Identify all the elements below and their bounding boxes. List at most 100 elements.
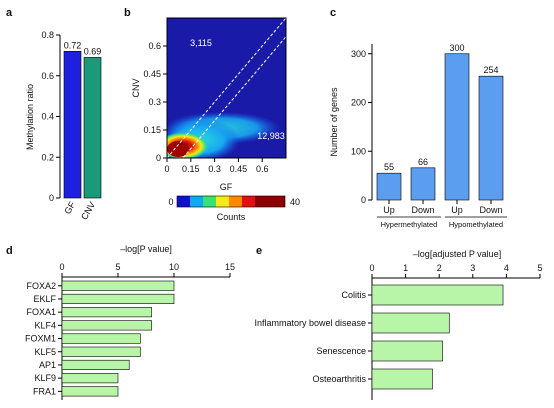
panel-d-bar (61, 280, 175, 291)
panel-c-bar (410, 167, 436, 201)
panel-c-value-label: 66 (418, 157, 428, 167)
colorbar-label: Counts (217, 212, 246, 222)
panel-c-bar (478, 75, 504, 201)
panel-e-bar (371, 340, 443, 362)
panel-d-xtick-label: 5 (115, 262, 120, 272)
panel-label-d: d (6, 245, 13, 257)
panel-d-category-label: FRA1 (33, 386, 56, 396)
panel-b-xlabel: GF (220, 182, 233, 192)
panel-d-bar (61, 307, 152, 318)
panel-c-category-label: Down (411, 205, 434, 215)
panel-e-bar (371, 368, 433, 390)
panel-a-ytick-label: 0 (49, 193, 54, 203)
panel-a-chart: 0 0.2 0.4 0.6 0.8 0.72 GF 0.69 CNV Methylation … (25, 30, 102, 221)
panel-d-category-label: KLF4 (34, 320, 56, 330)
panel-e-xtick-label: 0 (369, 263, 374, 273)
panel-a-ytick-label: 0.8 (41, 30, 54, 40)
panel-c-bar (376, 172, 402, 201)
panel-c-chart: 0 100 200 300 55 Up 66 Down 300 Up 254 Down Number… (329, 43, 507, 229)
panel-a-ytick-label: 0.2 (41, 152, 54, 162)
panel-b-xtick-label: 0 (164, 164, 169, 174)
panel-e-bar (371, 284, 504, 306)
diagonal-line (182, 36, 286, 158)
colorbar (176, 195, 286, 208)
panel-c-ytick-label: 200 (351, 98, 366, 108)
panel-a-value-label: 0.72 (64, 40, 82, 50)
panel-b-ytick-label: 0.15 (143, 125, 161, 135)
panel-d-bar (61, 373, 119, 384)
panel-c-category-label: Up (383, 205, 395, 215)
panel-label-a: a (6, 7, 13, 19)
panel-a-value-label: 0.69 (84, 46, 102, 56)
panel-d-category-label: KLF9 (34, 373, 56, 383)
panel-a-bar (63, 50, 82, 199)
panel-a-category-label: GF (62, 200, 77, 216)
group-label-hypermethylated: Hypermethylated (381, 220, 438, 229)
panel-c-value-label: 55 (384, 162, 394, 172)
panel-d-bar (61, 293, 175, 305)
panel-c-ytick-label: 0 (361, 195, 366, 205)
panel-a-ytick-label: 0.4 (41, 112, 54, 122)
panel-b-ytick-label: 0 (156, 153, 161, 163)
panel-d-bar (61, 386, 119, 397)
panel-d-category-label: AP1 (39, 360, 56, 370)
panel-d-bar (61, 333, 141, 344)
panel-e-bar (371, 312, 450, 334)
diagonal-lines (167, 18, 286, 158)
panel-d-xtick-label: 10 (169, 262, 179, 272)
panel-a-category-label: CNV (79, 200, 97, 221)
panel-a-ylabel: Methylation ratio (25, 84, 35, 150)
panel-b-xtick-label: 0.45 (230, 164, 248, 174)
panel-a-ytick-label: 0.6 (41, 71, 54, 81)
annotation-upper-count: 3,115 (190, 38, 212, 48)
panel-d-category-label: KLF5 (34, 347, 56, 357)
panel-b-xtick-label: 0.15 (182, 164, 200, 174)
panel-c-ytick-label: 300 (351, 49, 366, 59)
panel-b-heatmap: 0 0.15 0.3 0.45 0.6 0 0.15 0.3 0.45 0.6 3,115 12… (131, 17, 300, 222)
panel-d-xtick-label: 15 (225, 262, 235, 272)
panel-d-title: –log[P value] (120, 244, 172, 254)
panel-c-category-label: Down (479, 205, 502, 215)
panel-d-category-label: FOXA2 (26, 281, 56, 291)
panel-d-category-label: FOXA1 (26, 307, 56, 317)
panel-e-title: –log[adjusted P value] (413, 249, 501, 259)
panel-d-bar (61, 359, 130, 371)
panel-e-xtick-label: 1 (403, 263, 408, 273)
panel-c-value-label: 300 (449, 43, 464, 53)
panel-b-xtick-label: 0.3 (208, 164, 221, 174)
group-label-hypomethylated: Hypomethylated (449, 220, 503, 229)
panel-b-ytick-label: 0.3 (148, 97, 161, 107)
panel-e-xtick-label: 2 (437, 263, 442, 273)
panel-c-ytick-label: 100 (351, 146, 366, 156)
panel-c-value-label: 254 (483, 65, 498, 75)
panel-e-category-label: Colitis (341, 290, 366, 300)
annotation-lower-count: 12,983 (257, 131, 285, 141)
panel-d-chart: –log[P value] 0 5 10 15 FOXA2 EKLF FOXA1 KLF4 F… (25, 244, 235, 400)
panel-a-bar (83, 57, 102, 199)
panel-e-xtick-label: 3 (470, 263, 475, 273)
panel-e-category-label: Osteoarthritis (312, 374, 366, 384)
panel-c-ylabel: Number of genes (329, 87, 339, 157)
panel-e-category-label: Inflammatory bowel disease (254, 318, 366, 328)
panel-d-xtick-label: 0 (59, 262, 64, 272)
colorbar-max-label: 40 (290, 197, 300, 207)
panel-d-category-label: EKLF (33, 294, 56, 304)
panel-e-category-label: Senescence (316, 346, 366, 356)
panel-e-xtick-label: 4 (504, 263, 509, 273)
panel-c-bar (444, 53, 470, 201)
panel-label-b: b (124, 7, 131, 19)
panel-d-bar (61, 320, 152, 331)
panel-d-bar (61, 346, 141, 357)
heatmap-frame (166, 17, 287, 159)
panel-label-c: c (330, 7, 336, 19)
panel-d-category-label: FOXM1 (25, 334, 56, 344)
panel-b-ytick-label: 0.6 (148, 41, 161, 51)
density-cloud (167, 112, 280, 158)
panel-label-e: e (256, 245, 262, 257)
panel-e-chart: –log[adjusted P value] 0 1 2 3 4 5 Colitis Inf… (254, 249, 543, 400)
panel-e-xtick-label: 5 (537, 263, 542, 273)
diagonal-line (167, 18, 286, 158)
colorbar-min-label: 0 (168, 197, 173, 207)
panel-b-ylabel: CNV (131, 78, 141, 97)
